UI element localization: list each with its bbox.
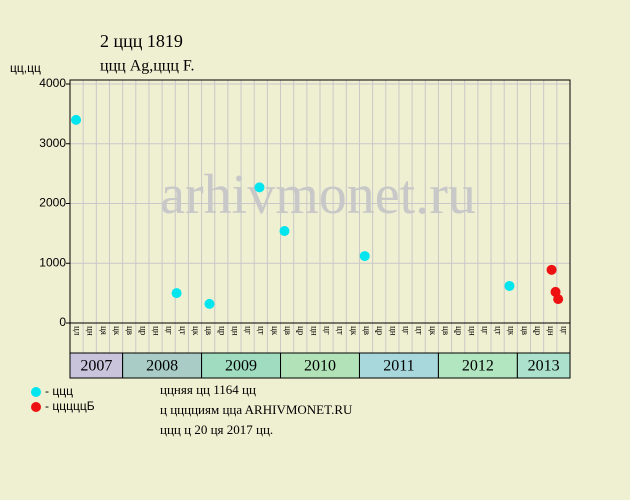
month-label: цн bbox=[86, 326, 96, 336]
year-box bbox=[280, 352, 360, 379]
point bbox=[546, 264, 557, 275]
year-label: 2007 bbox=[80, 358, 112, 375]
month-label: цр bbox=[138, 326, 148, 336]
month-label: цк bbox=[191, 326, 201, 336]
y-tick-label: 1000 bbox=[39, 255, 66, 269]
month-label: цг bbox=[401, 326, 411, 335]
legend-marker bbox=[31, 387, 41, 397]
year-box bbox=[358, 352, 439, 379]
month-label: цт bbox=[415, 326, 425, 335]
month-label: цк bbox=[507, 326, 517, 336]
month-label: цг bbox=[559, 326, 569, 335]
month-label: цв bbox=[520, 326, 530, 335]
point bbox=[359, 251, 370, 262]
point bbox=[553, 294, 564, 305]
y-tick-label: 3000 bbox=[39, 136, 66, 150]
note: ццц ц 20 ця 2017 цц. bbox=[160, 422, 273, 437]
year-label: 2011 bbox=[383, 358, 414, 375]
year-box bbox=[122, 352, 203, 379]
month-label: цк bbox=[270, 326, 280, 336]
note: ц цццциям ццa ARHIVMONET.RU bbox=[160, 402, 353, 417]
month-label: цн bbox=[467, 326, 477, 336]
point bbox=[204, 298, 215, 309]
month-label: цв bbox=[362, 326, 372, 335]
month-label: цг bbox=[323, 326, 333, 335]
month-label: цт bbox=[494, 326, 504, 335]
month-label: цн bbox=[230, 326, 240, 336]
point bbox=[71, 114, 82, 125]
month-label: цв bbox=[125, 326, 135, 335]
month-label: цр bbox=[217, 326, 227, 336]
month-label: цт bbox=[257, 326, 267, 335]
y-tick-label: 4000 bbox=[39, 76, 66, 90]
y-tick-label: 2000 bbox=[39, 196, 66, 210]
month-label: цн bbox=[309, 326, 319, 336]
point bbox=[504, 280, 515, 291]
year-label: 2008 bbox=[146, 358, 178, 375]
month-label: цг bbox=[480, 326, 490, 335]
month-label: ця bbox=[99, 326, 109, 335]
month-label: цк bbox=[349, 326, 359, 336]
month-label: цн bbox=[546, 326, 556, 336]
legend-marker bbox=[31, 402, 41, 412]
legend-label: - цццццБ bbox=[45, 399, 95, 413]
year-box bbox=[69, 352, 124, 379]
point bbox=[279, 225, 290, 236]
month-label: цк bbox=[112, 326, 122, 336]
point bbox=[171, 288, 182, 299]
month-label: цр bbox=[533, 326, 543, 336]
year-label: 2009 bbox=[225, 358, 257, 375]
year-box bbox=[516, 352, 571, 379]
month-label: цв bbox=[441, 326, 451, 335]
month-label: цв bbox=[283, 326, 293, 335]
year-label: 2010 bbox=[304, 358, 336, 375]
year-box bbox=[437, 352, 518, 379]
chart-title: 2 ццц 1819 bbox=[100, 31, 183, 51]
month-label: цг bbox=[165, 326, 175, 335]
legend-label: - ццц bbox=[45, 384, 73, 398]
plot-frame bbox=[69, 79, 571, 324]
month-label: цл bbox=[73, 326, 83, 336]
point bbox=[254, 182, 265, 193]
month-label: цр bbox=[375, 326, 385, 336]
y-tick-label: 0 bbox=[59, 315, 66, 329]
year-box bbox=[201, 352, 282, 379]
month-label: цв bbox=[204, 326, 214, 335]
month-label: цр bbox=[296, 326, 306, 336]
y-axis-label: цц,цц bbox=[10, 61, 41, 75]
year-label: 2012 bbox=[462, 358, 494, 375]
note: ццняя цц 1164 цц bbox=[160, 382, 256, 397]
month-label: цр bbox=[454, 326, 464, 336]
chart-subtitle: ццц Ag,ццц F. bbox=[100, 58, 195, 75]
month-label: цн bbox=[388, 326, 398, 336]
year-label: 2013 bbox=[528, 358, 560, 375]
month-label: цг bbox=[244, 326, 254, 335]
month-label: цн bbox=[151, 326, 161, 336]
month-label: цт bbox=[336, 326, 346, 335]
month-label: цк bbox=[428, 326, 438, 336]
month-label: цт bbox=[178, 326, 188, 335]
watermark: arhivmonet.ru bbox=[160, 164, 476, 226]
